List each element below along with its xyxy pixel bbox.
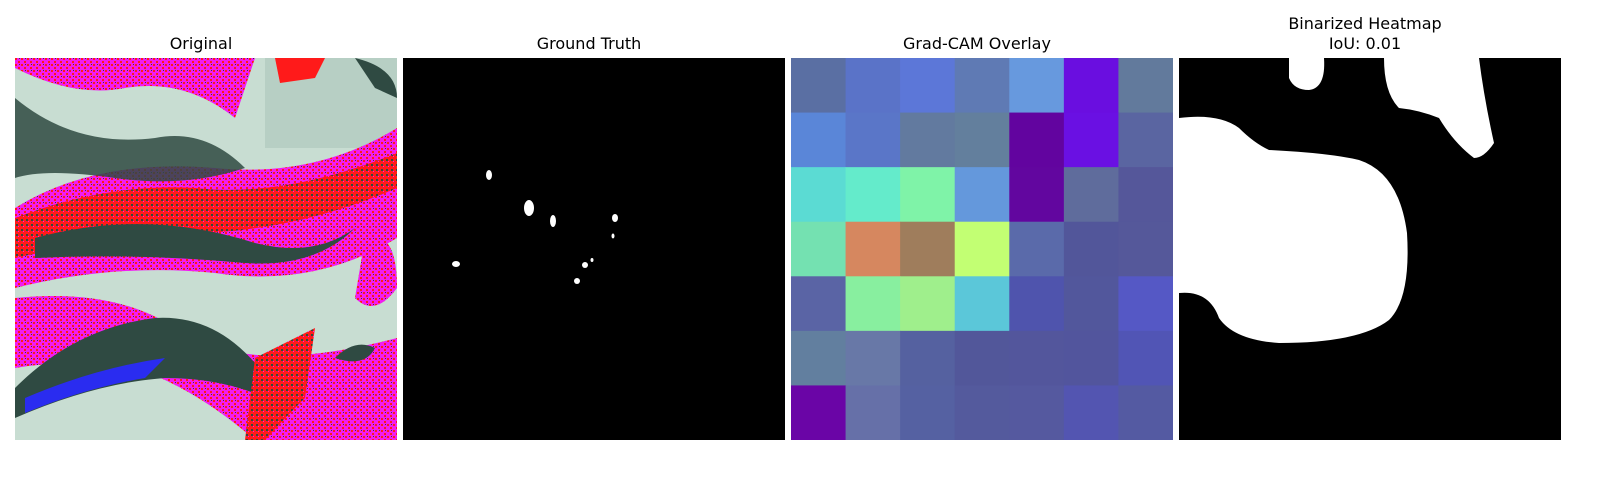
gradcam-cell [1118, 385, 1173, 440]
gradcam-cell [1118, 167, 1173, 223]
gradcam-cell [1009, 385, 1065, 440]
gradcam-cell [900, 167, 956, 223]
gradcam-cell [954, 112, 1010, 168]
gradcam-cell [954, 167, 1010, 223]
panel-title-ground-truth: Ground Truth [536, 34, 642, 53]
gradcam-cell [845, 385, 901, 440]
gradcam-cell [1009, 276, 1065, 332]
gradcam-cell [900, 221, 956, 277]
panel-title-binarized: Binarized Heatmap IoU: 0.01 [1174, 14, 1556, 54]
gradcam-cell [1063, 112, 1119, 168]
heatmap-region-right [1384, 58, 1494, 158]
gradcam-cell [1118, 276, 1173, 332]
panel-title-original: Original [169, 34, 233, 53]
gradcam-cell [900, 58, 956, 114]
gradcam-cell [900, 330, 956, 386]
gradcam-cell [1063, 330, 1119, 386]
binarized-title: Binarized Heatmap [1288, 14, 1442, 33]
gradcam-cell [791, 167, 847, 223]
gradcam-cell [791, 276, 847, 332]
gradcam-cell [791, 112, 847, 168]
ground-truth-mask [403, 58, 785, 440]
binarized-heatmap [1179, 58, 1561, 440]
gradcam-cell [791, 385, 847, 440]
gradcam-cell [954, 330, 1010, 386]
gradcam-cell [845, 112, 901, 168]
gradcam-cell [1118, 330, 1173, 386]
gradcam-overlay [791, 58, 1173, 440]
original-image [15, 58, 397, 440]
gradcam-cell [954, 385, 1010, 440]
gradcam-cell [791, 58, 847, 114]
gradcam-cell [1009, 167, 1065, 223]
gradcam-cell [954, 276, 1010, 332]
gradcam-cell [954, 58, 1010, 114]
gradcam-cell [1063, 58, 1119, 114]
gradcam-cell [1063, 276, 1119, 332]
mask-blobs [452, 170, 618, 284]
gradcam-cell [900, 112, 956, 168]
gradcam-cell [1009, 58, 1065, 114]
gradcam-cell [1118, 58, 1173, 114]
gradcam-cell [845, 167, 901, 223]
gradcam-cell [1063, 221, 1119, 277]
gradcam-cell [791, 221, 847, 277]
gradcam-cell [954, 221, 1010, 277]
gradcam-cell [845, 330, 901, 386]
gradcam-cell [1009, 330, 1065, 386]
gradcam-cell [1009, 112, 1065, 168]
gradcam-cell [845, 276, 901, 332]
gradcam-cell [1009, 221, 1065, 277]
gradcam-cell [845, 58, 901, 114]
heatmap-region-left [1179, 116, 1408, 343]
heatmap-region-top [1289, 58, 1325, 90]
gradcam-cell [1118, 221, 1173, 277]
panel-title-gradcam: Grad-CAM Overlay [903, 34, 1051, 53]
gradcam-cell [845, 221, 901, 277]
iou-label: IoU: 0.01 [1328, 34, 1402, 53]
gradcam-cell [1063, 167, 1119, 223]
gradcam-cell [900, 385, 956, 440]
gradcam-cell [1118, 112, 1173, 168]
gradcam-cell [1063, 385, 1119, 440]
gradcam-cell [900, 276, 956, 332]
gradcam-cell [791, 330, 847, 386]
